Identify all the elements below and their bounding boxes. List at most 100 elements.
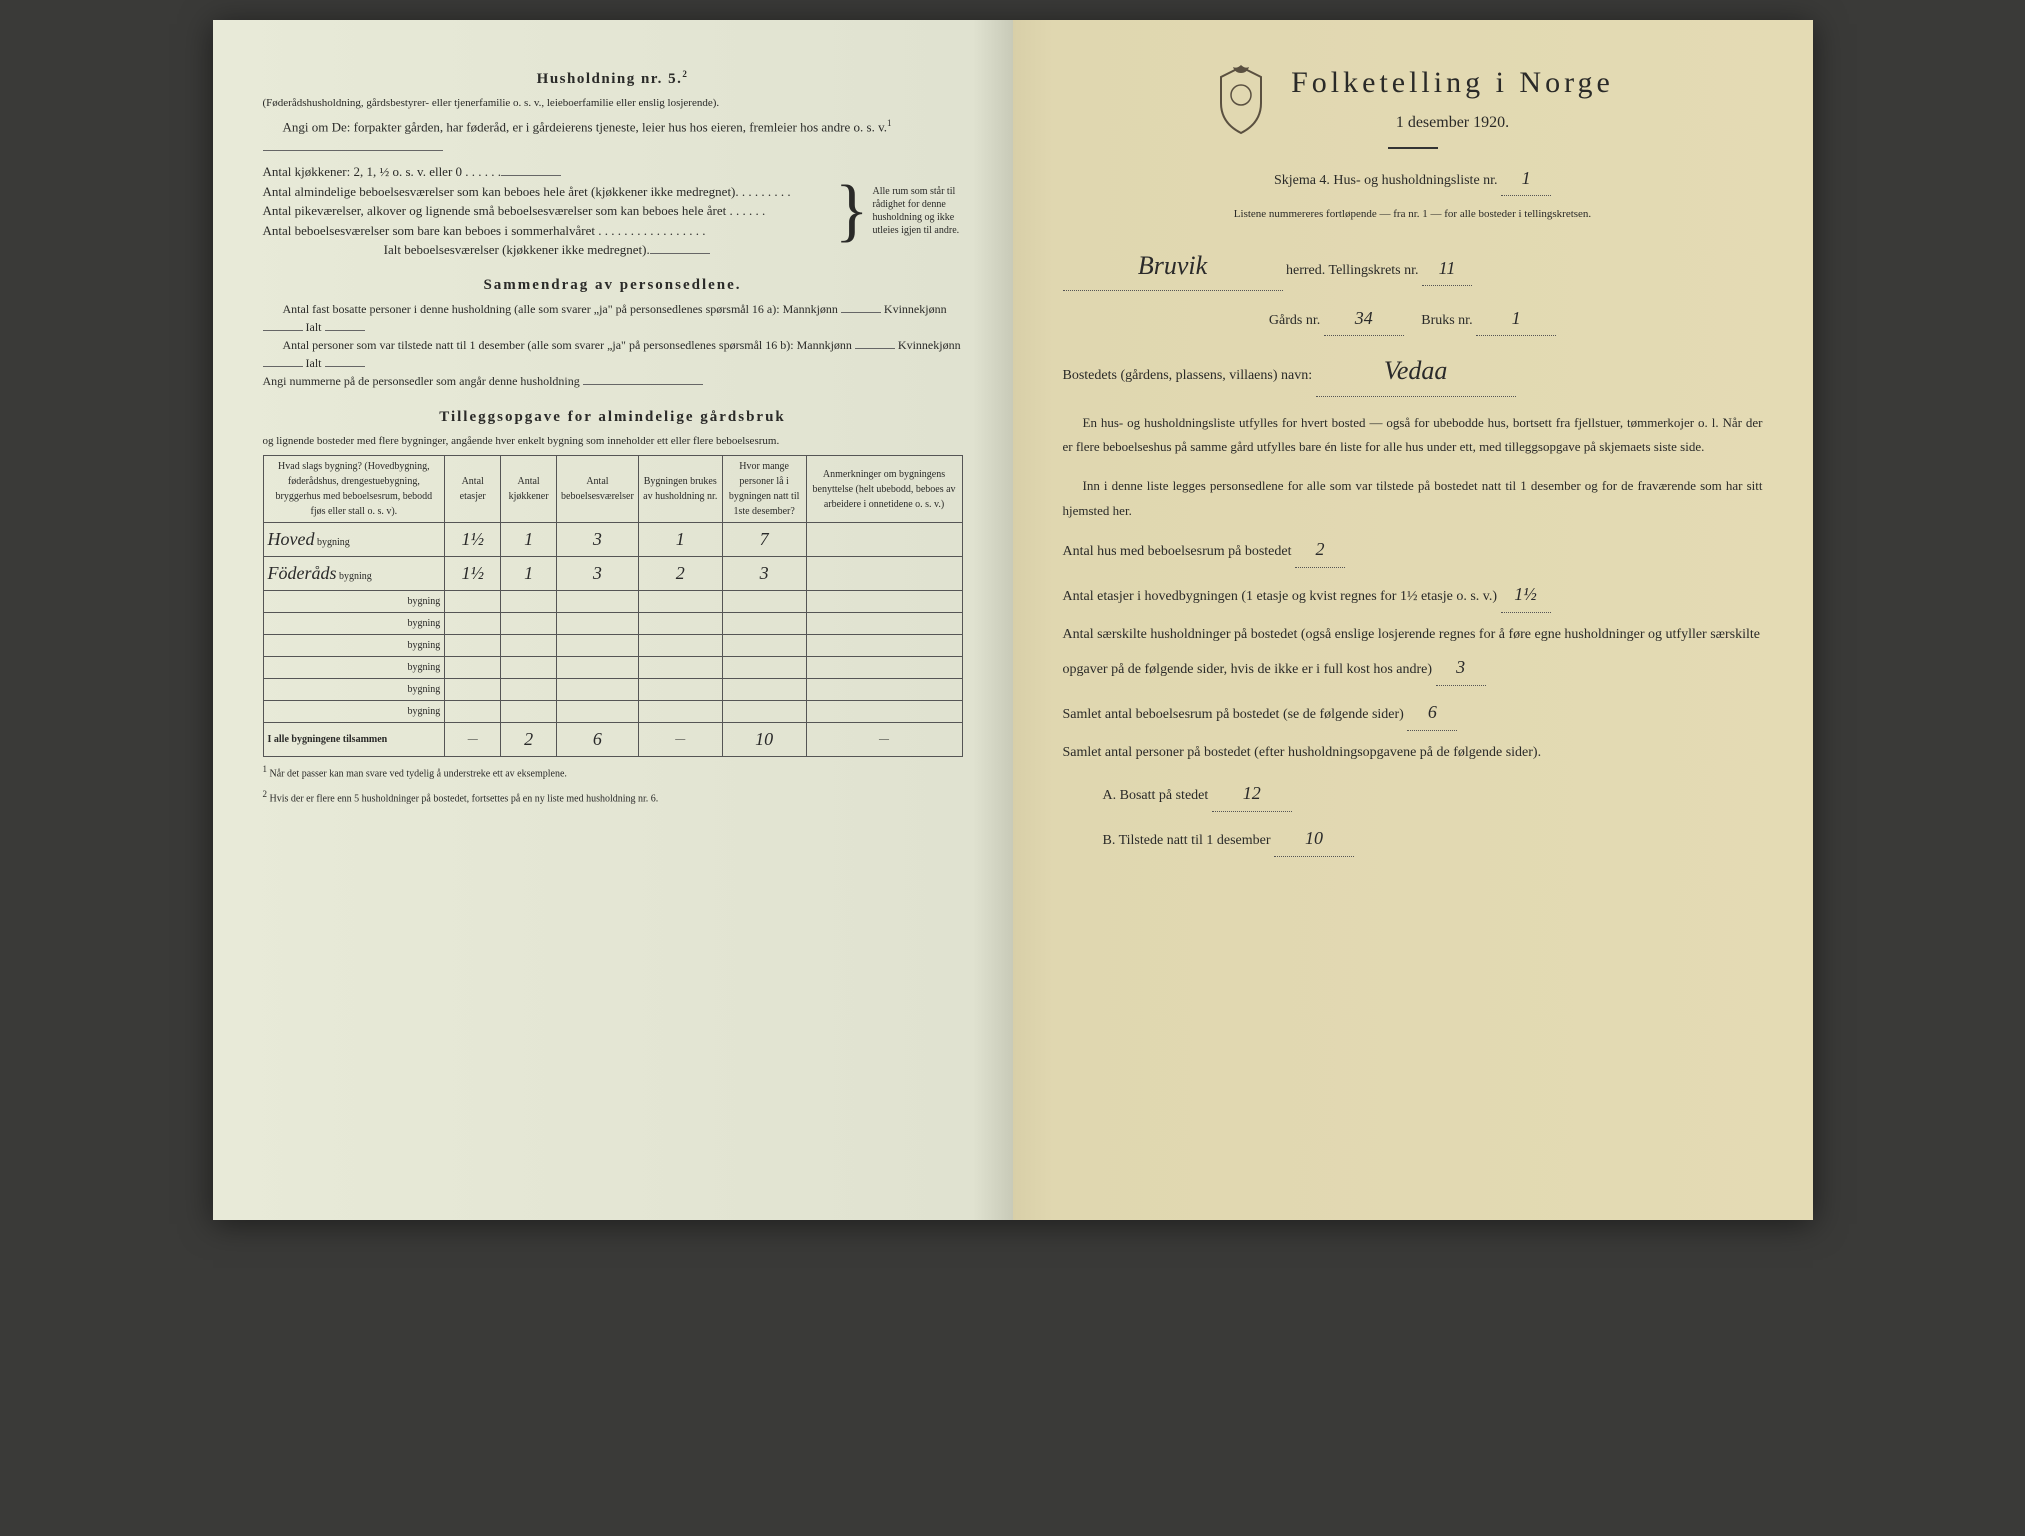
rooms2-line: Antal pikeværelser, alkover og lignende … [263,201,831,221]
th-hush: Bygningen brukes av husholdning nr. [638,456,722,523]
samm-line2: Antal personer som var tilstede natt til… [263,336,963,372]
household-sup: 2 [682,69,688,79]
fill [650,253,710,254]
q4-line: Samlet antal beboelsesrum på bostedet (s… [1063,694,1763,731]
rooms-total-line: Ialt beboelsesværelser (kjøkkener ikke m… [263,240,831,260]
fill [841,312,881,313]
household-heading-text: Husholdning nr. 5. [537,71,683,87]
th-anm: Anmerkninger om bygningens benyttelse (h… [806,456,962,523]
q3-value: 3 [1436,649,1486,686]
angi-sup: 1 [887,118,892,128]
skjema-line: Skjema 4. Hus- og husholdningsliste nr. … [1063,161,1763,196]
fill [325,330,365,331]
household-subtitle: (Føderådshusholdning, gårdsbestyrer- ell… [263,95,963,112]
q5-line: Samlet antal personer på bostedet (efter… [1063,739,1763,767]
bosted-label: Bostedets (gårdens, plassens, villaens) … [1063,368,1313,383]
kvinne-label: Kvinnekjønn [884,302,947,316]
angi-fill [263,150,443,151]
table-row-blank: bygning [263,591,962,613]
table-row: Hoved bygning1½1317 [263,523,962,557]
fill [263,330,303,331]
fill [855,348,895,349]
kvinne-label: Kvinnekjønn [898,338,961,352]
qA-value: 12 [1212,775,1292,812]
qB-value: 10 [1274,820,1354,857]
q2-label: Antal etasjer i hovedbygningen (1 etasje… [1063,589,1498,604]
q2-line: Antal etasjer i hovedbygningen (1 etasje… [1063,576,1763,613]
rooms-total-text: Ialt beboelsesværelser (kjøkkener ikke m… [384,242,650,257]
bruks-label: Bruks nr. [1421,313,1472,328]
table-row-blank: bygning [263,613,962,635]
fill [325,366,365,367]
q2-value: 1½ [1501,576,1551,613]
samm2-text: Antal personer som var tilstede natt til… [283,338,852,352]
skjema-value: 1 [1501,161,1551,196]
herred-value: Bruvik [1063,241,1283,291]
fn1-text: Når det passer kan man svare ved tydelig… [270,769,567,780]
household-heading: Husholdning nr. 5.2 [263,68,963,91]
sammendrag-title: Sammendrag av personsedlene. [263,274,963,297]
qA-label: A. Bosatt på stedet [1103,788,1209,803]
gards-label: Gårds nr. [1269,313,1320,328]
tilleggs-subtitle: og lignende bosteder med flere bygninger… [263,433,963,450]
angi-text: Angi om De: forpakter gården, har føderå… [283,119,888,134]
list-note: Listene nummereres fortløpende — fra nr.… [1063,206,1763,223]
title-divider [1388,147,1438,149]
q3-label: Antal særskilte husholdninger på bostede… [1063,627,1761,677]
para2-text: Inn i denne liste legges personsedlene f… [1063,478,1763,518]
left-page: Husholdning nr. 5.2 (Føderådshusholdning… [213,20,1013,1220]
kitchens-line: Antal kjøkkener: 2, 1, ½ o. s. v. eller … [263,162,831,182]
table-total-row: I alle bygningene tilsammen—26—10— [263,723,962,757]
bosted-value: Vedaa [1316,346,1516,396]
q1-line: Antal hus med beboelsesrum på bostedet 2 [1063,531,1763,568]
gards-line: Gårds nr. 34 Bruks nr. 1 [1063,301,1763,336]
q5-label: Samlet antal personer på bostedet (efter… [1063,745,1542,760]
th-etasjer: Antal etasjer [445,456,501,523]
q3-line: Antal særskilte husholdninger på bostede… [1063,621,1763,686]
right-header: Folketelling i Norge 1 desember 1920. [1063,60,1763,139]
footnote-2: 2 Hvis der er flere enn 5 husholdninger … [263,788,963,806]
brace-icon: } [835,176,869,246]
krets-value: 11 [1422,251,1472,286]
fill [501,175,561,176]
brace-note: Alle rum som står til rådighet for denne… [873,185,963,237]
th-bygning: Hvad slags bygning? (Hovedbygning, føder… [263,456,445,523]
samm3-text: Angi nummerne på de personsedler som ang… [263,374,580,388]
rooms-block: Antal kjøkkener: 2, 1, ½ o. s. v. eller … [263,162,963,260]
table-row-blank: bygning [263,657,962,679]
main-title: Folketelling i Norge [1291,60,1614,105]
table-header-row: Hvad slags bygning? (Hovedbygning, føder… [263,456,962,523]
instructions-para-1: En hus- og husholdningsliste utfylles fo… [1063,411,1763,460]
footnote-1: 1 Når det passer kan man svare ved tydel… [263,763,963,781]
samm1-text: Antal fast bosatte personer i denne hush… [283,302,838,316]
herred-line: Bruvik herred. Tellingskrets nr. 11 [1063,241,1763,291]
para1-text: En hus- og husholdningsliste utfylles fo… [1063,415,1763,455]
ialt-label: Ialt [306,320,322,334]
samm-line3: Angi nummerne på de personsedler som ang… [263,372,963,390]
herred-label: herred. Tellingskrets nr. [1286,263,1419,278]
fn2-text: Hvis der er flere enn 5 husholdninger på… [270,793,659,804]
qB-line: B. Tilstede natt til 1 desember 10 [1103,820,1763,857]
samm-line1: Antal fast bosatte personer i denne hush… [263,300,963,336]
instructions-para-2: Inn i denne liste legges personsedlene f… [1063,474,1763,523]
ialt-label: Ialt [306,356,322,370]
table-row-blank: bygning [263,679,962,701]
fill [263,366,303,367]
th-pers: Hvor mange personer lå i bygningen natt … [722,456,806,523]
date-line: 1 desember 1920. [1291,111,1614,135]
crest-icon [1211,65,1271,135]
bosted-line: Bostedets (gårdens, plassens, villaens) … [1063,346,1763,396]
qA-line: A. Bosatt på stedet 12 [1103,775,1763,812]
table-row-blank: bygning [263,701,962,723]
table-row-blank: bygning [263,635,962,657]
tilleggs-title: Tilleggsopgave for almindelige gårdsbruk [263,406,963,429]
document-spread: Husholdning nr. 5.2 (Føderådshusholdning… [213,20,1813,1220]
farm-table: Hvad slags bygning? (Hovedbygning, føder… [263,455,963,757]
skjema-label: Skjema 4. Hus- og husholdningsliste nr. [1274,173,1498,188]
angi-line: Angi om De: forpakter gården, har føderå… [263,117,963,156]
th-bebo: Antal beboelsesværelser [557,456,639,523]
fill [583,384,703,385]
bruks-value: 1 [1476,301,1556,336]
q1-value: 2 [1295,531,1345,568]
rooms1-line: Antal almindelige beboelsesværelser som … [263,182,831,202]
